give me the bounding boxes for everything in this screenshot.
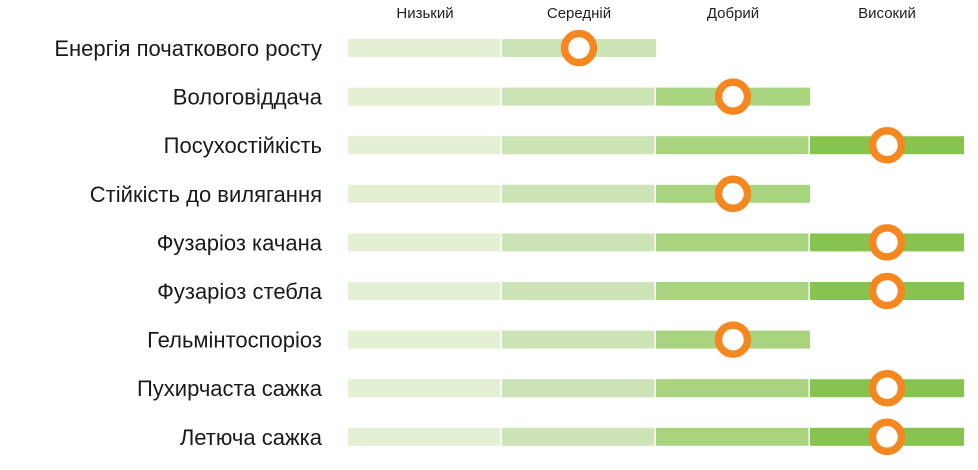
trait-row: Енергія початкового росту bbox=[54, 29, 656, 67]
bar-segment-добрий bbox=[656, 136, 809, 155]
bar-segment-середній bbox=[502, 427, 655, 446]
trait-row: Вологовіддача bbox=[173, 78, 810, 115]
trait-row: Фузаріоз стебла bbox=[157, 272, 964, 310]
rating-marker bbox=[868, 224, 906, 261]
trait-row: Летюча сажка bbox=[180, 418, 964, 456]
bar-segment-низький bbox=[348, 39, 501, 57]
bar-segment-низький bbox=[348, 282, 501, 300]
bar-segment-добрий bbox=[656, 282, 809, 300]
rating-marker bbox=[714, 78, 752, 115]
bar-segment-середній bbox=[502, 379, 655, 398]
bar-segment-низький bbox=[348, 184, 501, 203]
rating-marker bbox=[714, 175, 752, 213]
level-label-1: Середній bbox=[547, 5, 611, 22]
bar-segment-добрий bbox=[656, 427, 809, 446]
rating-marker bbox=[868, 418, 906, 456]
bar-segment-середній bbox=[502, 233, 655, 252]
trait-label: Пухирчаста сажка bbox=[137, 376, 323, 401]
rating-marker bbox=[868, 272, 906, 310]
rating-marker bbox=[868, 369, 906, 407]
trait-row: Стійкість до вилягання bbox=[90, 175, 810, 213]
bar-segment-низький bbox=[348, 379, 501, 398]
bar-segment-середній bbox=[502, 136, 655, 155]
bar-segment-низький bbox=[348, 330, 501, 349]
level-label-2: Добрий bbox=[707, 5, 759, 22]
bar-segment-середній bbox=[502, 87, 655, 106]
rating-marker bbox=[560, 29, 598, 67]
trait-row: Гельмінтоспоріоз bbox=[147, 321, 810, 358]
trait-label: Посухостійкість bbox=[164, 133, 322, 158]
trait-label: Вологовіддача bbox=[173, 85, 323, 110]
bar-segment-низький bbox=[348, 427, 501, 446]
trait-label: Фузаріоз стебла bbox=[157, 279, 323, 304]
bar-segment-низький bbox=[348, 136, 501, 155]
trait-rows: Енергія початкового росту Вологовіддача По… bbox=[54, 29, 964, 456]
rating-marker bbox=[714, 321, 752, 358]
level-label-0: Низький bbox=[396, 5, 453, 22]
bar-segment-добрий bbox=[656, 233, 809, 252]
trait-label: Летюча сажка bbox=[180, 425, 323, 450]
bar-segment-середній bbox=[502, 184, 655, 203]
trait-row: Пухирчаста сажка bbox=[137, 369, 964, 407]
bar-segment-низький bbox=[348, 233, 501, 252]
bar-segment-низький bbox=[348, 87, 501, 106]
level-label-3: Високий bbox=[858, 5, 916, 22]
trait-row: Посухостійкість bbox=[164, 126, 964, 164]
rating-marker bbox=[868, 126, 906, 164]
trait-label: Фузаріоз качана bbox=[157, 230, 323, 255]
trait-label: Енергія початкового росту bbox=[54, 36, 322, 61]
level-header: Низький Середній Добрий Високий bbox=[396, 5, 915, 22]
bar-segment-середній bbox=[502, 282, 655, 300]
trait-row: Фузаріоз качана bbox=[157, 224, 964, 261]
bar-segment-середній bbox=[502, 330, 655, 349]
bar-segment-добрий bbox=[656, 379, 809, 398]
trait-label: Стійкість до вилягання bbox=[90, 182, 322, 207]
trait-label: Гельмінтоспоріоз bbox=[147, 328, 322, 353]
